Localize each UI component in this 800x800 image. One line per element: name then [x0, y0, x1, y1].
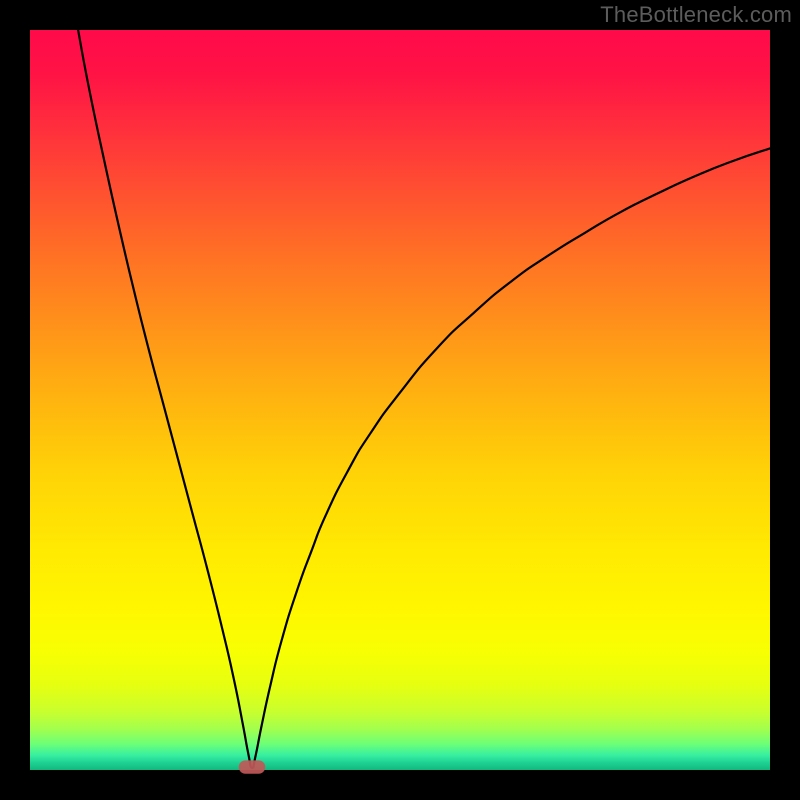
chart-root: TheBottleneck.com [0, 0, 800, 800]
watermark-text: TheBottleneck.com [600, 2, 792, 28]
plot-area [30, 30, 770, 770]
bottleneck-curve [78, 30, 770, 768]
bottleneck-marker [239, 760, 266, 773]
curve-layer [30, 30, 770, 770]
